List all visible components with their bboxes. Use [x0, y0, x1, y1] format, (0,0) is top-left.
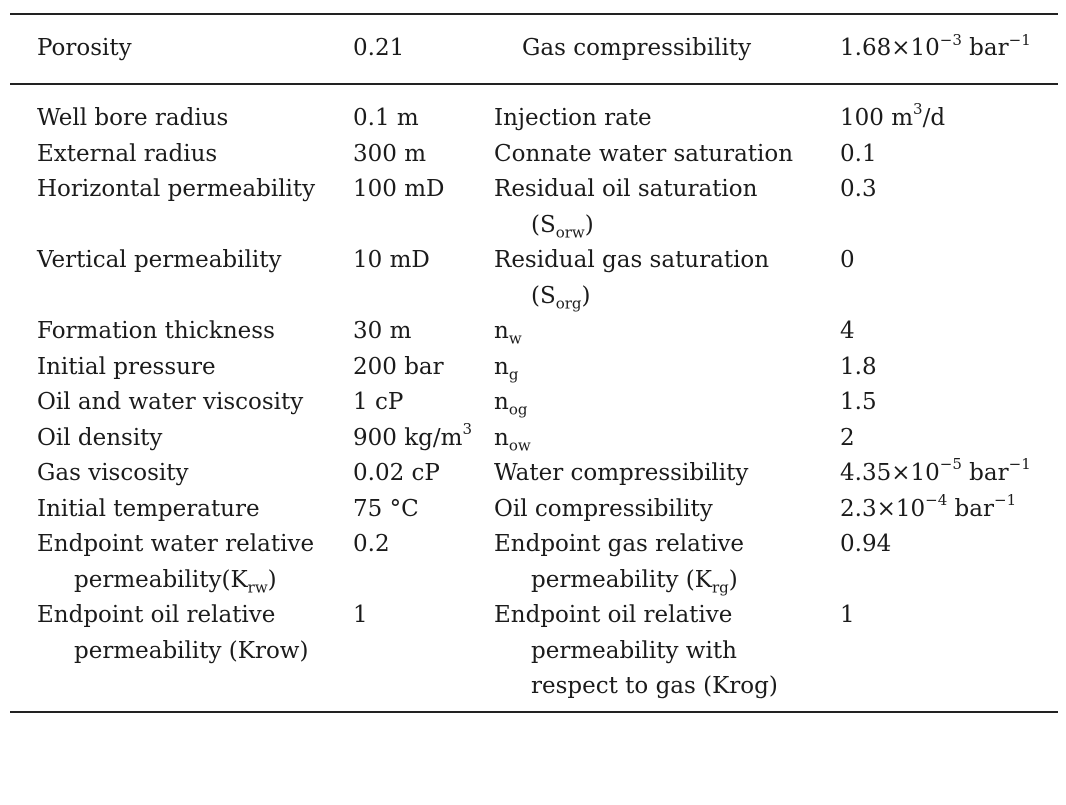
param-value: 1 — [840, 602, 855, 628]
param-value: 0.3 — [840, 176, 877, 202]
table-row: Endpoint water relative permeability(Krw… — [10, 527, 1058, 598]
param-name: Injection rate — [494, 105, 652, 131]
param-value: 0.02 cP — [353, 460, 440, 486]
param-value: 2.3×10−4 bar−1 — [840, 490, 1017, 522]
param-name: Residual oil saturation (Sorw) — [494, 176, 758, 242]
param-value: 4.35×10−5 bar−1 — [840, 455, 1031, 486]
param-name: External radius — [37, 140, 218, 167]
header-cell-value-2: 1.68×10−3 bar−1 — [840, 30, 1031, 62]
table-row: External radius 300 m Connate water satu… — [10, 137, 1058, 173]
param-name: Oil compressibility — [494, 495, 713, 522]
param-name: ng — [494, 353, 519, 384]
header-cell-param-2: Gas compressibility — [522, 35, 752, 62]
param-value: 1 — [353, 602, 368, 628]
table-row: Endpoint oil relative permeability (Krow… — [10, 598, 1058, 705]
param-name: Formation thickness — [37, 318, 275, 344]
param-value: 100 m3/d — [840, 100, 946, 131]
param-value: 75 °C — [353, 495, 419, 522]
param-value: 1.5 — [840, 389, 877, 415]
param-value: 0.1 m — [353, 105, 419, 131]
param-value: 300 m — [353, 140, 427, 167]
param-value: 900 kg/m3 — [353, 419, 472, 451]
table-row: Oil and water viscosity 1 cP nog 1.5 — [10, 385, 1058, 421]
param-value: 1 cP — [353, 389, 404, 415]
param-value: 2 — [840, 424, 855, 451]
param-name: Residual gas saturation (Sorg) — [494, 247, 770, 313]
param-value: 100 mD — [353, 176, 445, 202]
table-row: Initial pressure 200 bar ng 1.8 — [10, 350, 1058, 386]
table-row: Vertical permeability 10 mD Residual gas… — [10, 243, 1058, 314]
param-value: 30 m — [353, 318, 412, 344]
param-value: 0.2 — [353, 531, 390, 557]
param-name: Oil and water viscosity — [37, 389, 304, 415]
param-name: Gas viscosity — [37, 460, 189, 486]
param-name: Initial pressure — [37, 353, 216, 380]
param-name: Water compressibility — [494, 460, 749, 486]
param-name: Endpoint gas relative permeability (Krg) — [494, 531, 745, 597]
param-name: nw — [494, 318, 522, 348]
param-value: 0 — [840, 247, 855, 273]
param-name: Endpoint oil relative permeability (Krow… — [37, 602, 309, 664]
param-value: 10 mD — [353, 247, 430, 273]
table-row: Oil density 900 kg/m3 now 2 — [10, 421, 1058, 457]
table-header-row: Porosity 0.21 Gas compressibility 1.68×1… — [10, 15, 1058, 83]
header-cell-value-1: 0.21 — [353, 35, 405, 62]
param-value: 0.94 — [840, 531, 892, 557]
param-name: Oil density — [37, 424, 163, 451]
param-name: Endpoint oil relative permeability with … — [494, 602, 778, 699]
table-row: Initial temperature 75 °C Oil compressib… — [10, 492, 1058, 528]
table-row: Horizontal permeability 100 mD Residual … — [10, 172, 1058, 243]
param-value: 4 — [840, 318, 855, 344]
param-name: Connate water saturation — [494, 140, 794, 167]
param-name: Horizontal permeability — [37, 176, 316, 202]
table-row: Formation thickness 30 m nw 4 — [10, 314, 1058, 350]
param-value: 0.1 — [840, 140, 877, 167]
param-value: 200 bar — [353, 353, 444, 380]
param-name: Well bore radius — [37, 105, 229, 131]
parameter-table: Porosity 0.21 Gas compressibility 1.68×1… — [10, 13, 1058, 713]
bottom-rule — [10, 710, 1058, 713]
table-row: Well bore radius 0.1 m Injection rate 10… — [10, 101, 1058, 137]
param-name: now — [494, 424, 531, 455]
param-name: Endpoint water relative permeability(Krw… — [37, 531, 315, 597]
param-name: Vertical permeability — [37, 247, 282, 273]
param-name: nog — [494, 389, 528, 419]
header-cell-param-1: Porosity — [37, 35, 132, 62]
table-row: Gas viscosity 0.02 cP Water compressibil… — [10, 456, 1058, 492]
top-rule — [10, 13, 1058, 15]
header-rule — [10, 83, 1058, 85]
param-name: Initial temperature — [37, 495, 260, 522]
param-value: 1.8 — [840, 353, 877, 380]
